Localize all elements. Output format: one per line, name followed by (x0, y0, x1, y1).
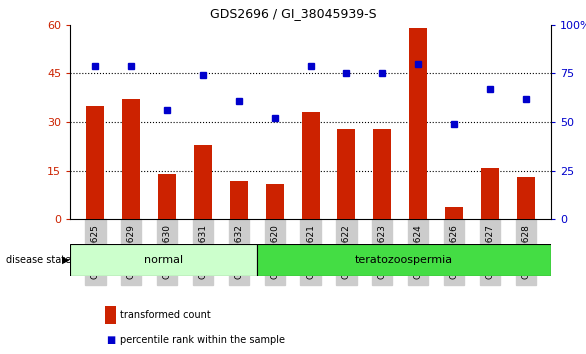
Text: ■: ■ (106, 335, 115, 345)
Bar (517, 177, 534, 219)
Bar (445, 206, 463, 219)
Text: normal: normal (144, 255, 183, 265)
Bar (70, 244, 257, 276)
Text: percentile rank within the sample: percentile rank within the sample (120, 335, 285, 345)
Text: transformed count: transformed count (120, 310, 211, 320)
Bar (409, 28, 427, 219)
Bar (302, 113, 319, 219)
Text: GDS2696 / GI_38045939-S: GDS2696 / GI_38045939-S (210, 7, 376, 20)
Bar (194, 145, 212, 219)
Bar (481, 167, 499, 219)
Text: disease state: disease state (6, 255, 71, 265)
Bar (257, 244, 551, 276)
Bar (122, 99, 140, 219)
Bar (338, 129, 355, 219)
Text: teratozoospermia: teratozoospermia (355, 255, 453, 265)
Bar (373, 129, 391, 219)
Bar (230, 181, 248, 219)
Text: ▶: ▶ (62, 255, 69, 265)
Bar (87, 106, 104, 219)
Bar (266, 184, 284, 219)
Bar (158, 174, 176, 219)
